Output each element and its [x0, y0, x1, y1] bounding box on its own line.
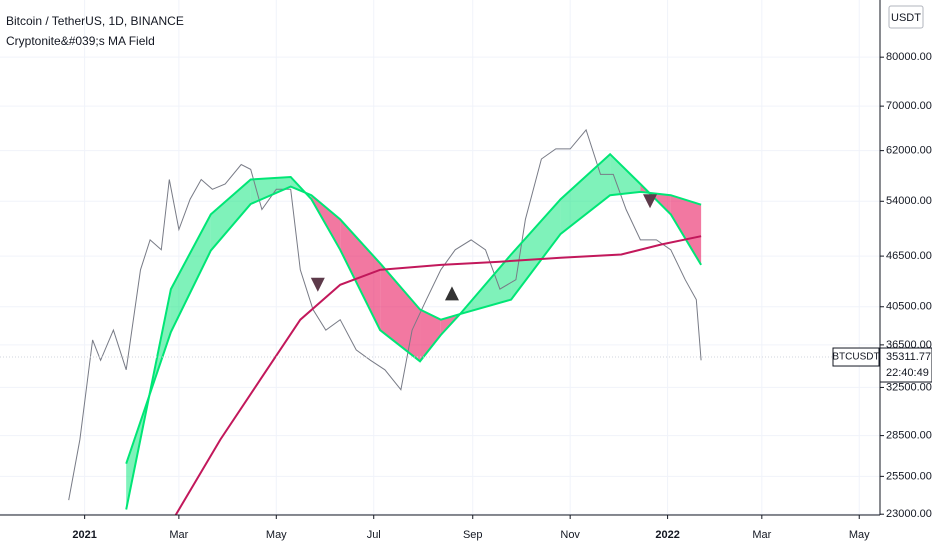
ma-band	[170, 214, 211, 333]
x-tick-label: Jul	[367, 529, 381, 541]
x-tick-label: 2021	[72, 529, 96, 541]
y-tick-label: 40500.00	[886, 301, 932, 313]
ma-band	[670, 195, 702, 265]
ma-band	[560, 154, 611, 234]
last-price-label: 35311.77	[886, 351, 931, 363]
x-tick-label: Sep	[463, 529, 483, 541]
currency-label: USDT	[891, 12, 921, 24]
series-line	[125, 185, 702, 465]
y-tick-label: 28500.00	[886, 429, 932, 441]
ma-band	[420, 309, 441, 362]
chart-title: Bitcoin / TetherUS, 1D, BINANCE	[6, 14, 184, 28]
y-tick-label: 32500.00	[886, 381, 932, 393]
plot-area	[0, 0, 880, 516]
y-tick-label: 46500.00	[886, 250, 932, 262]
ma-band	[340, 219, 381, 331]
series-line	[174, 235, 702, 516]
x-tick-label: Nov	[560, 529, 580, 541]
x-tick-label: Mar	[752, 529, 771, 541]
y-tick-label: 70000.00	[886, 100, 932, 112]
y-tick-label: 62000.00	[886, 145, 932, 157]
x-tick-label: May	[266, 529, 287, 541]
signal-marker	[310, 277, 325, 292]
x-tick-label: Mar	[169, 529, 188, 541]
ma-band	[511, 199, 561, 300]
signal-marker	[444, 286, 459, 301]
y-tick-label: 80000.00	[886, 51, 932, 63]
series-line	[68, 128, 702, 501]
ma-band	[250, 176, 291, 205]
x-tick-label: 2022	[655, 529, 679, 541]
currency-button[interactable]	[888, 5, 924, 29]
series-line	[125, 152, 702, 510]
y-tick-label: 23000.00	[886, 508, 932, 520]
ma-band	[210, 179, 251, 251]
countdown-label: 22:40:49	[886, 367, 929, 379]
indicator-title: Cryptonite&#039;s MA Field	[6, 34, 155, 48]
y-tick-label: 54000.00	[886, 195, 932, 207]
symbol-label-box	[832, 347, 880, 367]
symbol-label: BTCUSDT	[832, 352, 879, 363]
signal-marker	[643, 194, 658, 209]
y-tick-label: 25500.00	[886, 470, 932, 482]
last-price-box	[879, 347, 932, 383]
x-tick-label: May	[849, 529, 870, 541]
